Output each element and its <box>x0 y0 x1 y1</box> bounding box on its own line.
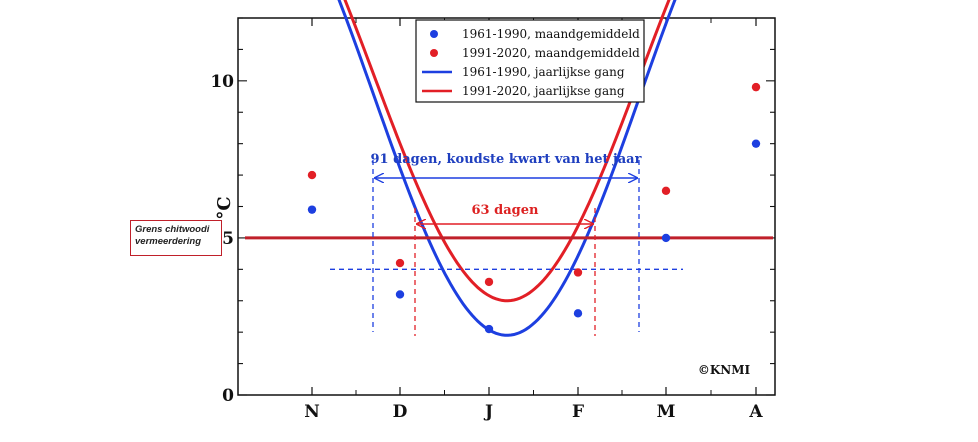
legend-label-3: 1991-2020, jaarlijkse gang <box>462 84 625 98</box>
point-1961-1990-A <box>751 139 761 148</box>
y-tick-label-0: 0 <box>222 386 234 406</box>
legend-label-1: 1991-2020, maandgemiddeld <box>462 46 640 60</box>
point-1991-2020-J <box>484 277 494 287</box>
point-1961-1990-M <box>661 233 671 243</box>
point-1961-1990-J <box>484 324 494 334</box>
y-tick-label-5: 5 <box>222 229 234 249</box>
legend-marker-0 <box>430 30 438 38</box>
point-1991-2020-A <box>751 82 761 92</box>
annotation-63-dagen: 63 dagen <box>472 203 539 218</box>
series-line-1991-2020 <box>343 0 671 303</box>
x-tick-label-A: A <box>748 402 763 422</box>
point-1961-1990-N <box>307 205 317 214</box>
x-tick-label-M: M <box>657 402 676 422</box>
threshold-label-line1: Grens chitwoodi <box>135 224 210 235</box>
x-tick-label-F: F <box>572 402 584 422</box>
point-1961-1990-D <box>395 290 405 299</box>
x-tick-label-D: D <box>393 402 408 422</box>
x-tick-label-N: N <box>304 402 320 422</box>
legend-label-2: 1961-1990, jaarlijkse gang <box>462 65 625 79</box>
threshold-label-box: Grens chitwoodi vermeerdering <box>130 220 222 256</box>
copyright-knmi: ©KNMI <box>698 363 751 377</box>
legend: 1961-1990, maandgemiddeld 1991-2020, maan… <box>415 19 645 103</box>
annotation-91-dagen: 91 dagen, koudste kwart van het jaar <box>371 152 642 167</box>
x-tick-label-J: J <box>483 402 493 422</box>
legend-marker-1 <box>430 49 438 57</box>
legend-label-0: 1961-1990, maandgemiddeld <box>462 27 640 41</box>
point-1991-2020-F <box>573 268 583 277</box>
y-tick-label-10: 10 <box>210 72 234 92</box>
point-1961-1990-F <box>573 309 583 318</box>
point-1991-2020-D <box>395 258 405 268</box>
point-1991-2020-M <box>661 186 671 195</box>
y-axis-unit: °C <box>214 196 235 219</box>
threshold-label-line2: vermeerdering <box>135 236 202 247</box>
point-1991-2020-N <box>307 170 317 180</box>
plot-marks <box>245 0 773 337</box>
legend-box <box>415 19 645 103</box>
series-line-1961-1990 <box>337 0 677 337</box>
